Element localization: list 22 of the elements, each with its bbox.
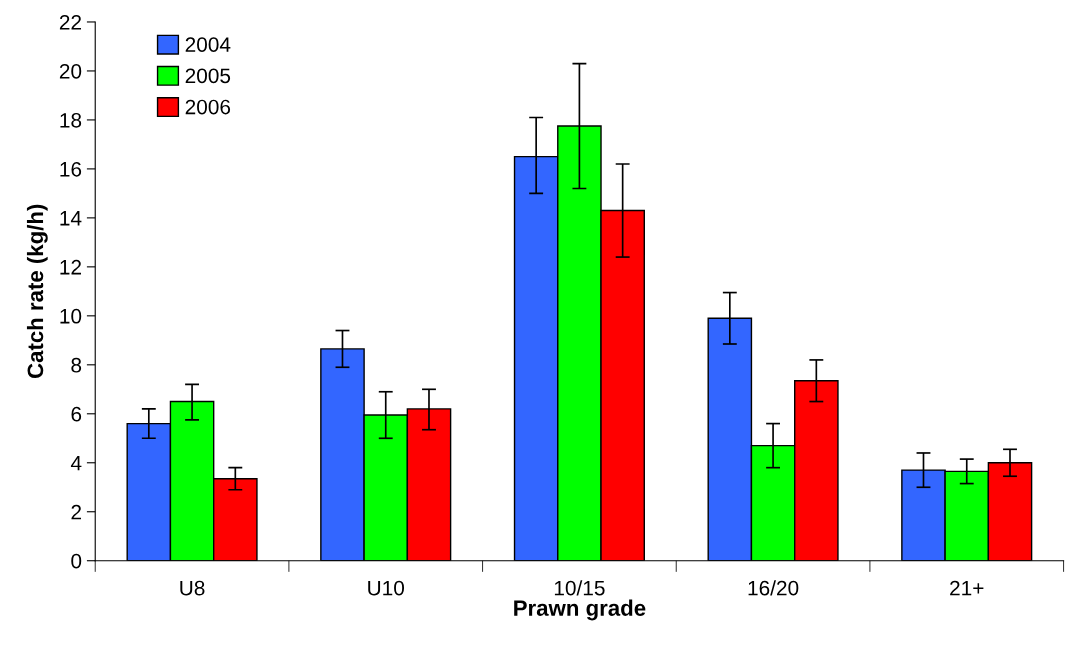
y-tick-label: 14 (60, 211, 82, 226)
y-tick-label: 18 (60, 112, 82, 128)
y-tick-label: 16 (60, 161, 82, 177)
y-tick-label: 0 (71, 553, 82, 569)
y-tick-label: 20 (59, 63, 82, 79)
x-axis-title: Prawn grade (514, 599, 646, 621)
legend-label: 2005 (185, 68, 231, 84)
y-tick-label: 10 (60, 308, 82, 324)
y-tick-label: 6 (71, 406, 82, 422)
legend-label: 2006 (185, 99, 231, 115)
y-tick-label: 12 (60, 259, 81, 275)
y-tick-label: 22 (59, 14, 81, 30)
x-tick-label: 16/20 (748, 580, 799, 596)
y-tick-label: 4 (70, 455, 82, 471)
y-tick-label: 8 (71, 357, 82, 373)
x-tick-label: 21+ (950, 580, 984, 596)
x-tick-label: U8 (180, 580, 205, 596)
x-tick-label: 10/15 (554, 580, 605, 596)
y-axis-title: Catch rate (kg/h) (26, 204, 48, 379)
x-tick-label: U10 (368, 580, 405, 596)
y-tick-label: 2 (71, 504, 81, 520)
legend-label: 2004 (185, 37, 231, 52)
